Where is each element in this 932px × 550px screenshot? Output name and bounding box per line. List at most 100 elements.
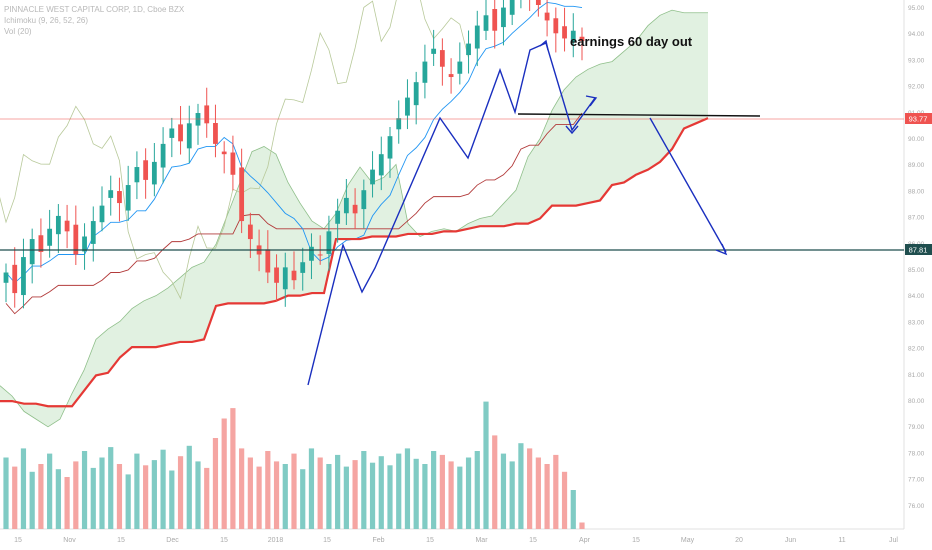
volume-bar	[544, 464, 550, 529]
zigzag-arrow-1[interactable]	[307, 42, 596, 386]
candle-body	[134, 167, 140, 183]
candle-body	[213, 123, 218, 144]
candle-body	[55, 215, 61, 235]
volume-bar	[12, 466, 18, 529]
earnings-annotation: earnings 60 day out	[570, 34, 693, 49]
price-tick-label: 87.00	[908, 215, 925, 222]
candle-body	[282, 267, 288, 290]
volume-bar	[553, 454, 559, 529]
volume-bar	[169, 470, 175, 529]
volume-bar	[108, 447, 114, 529]
candle-body	[343, 197, 349, 214]
time-tick-label: 20	[735, 537, 743, 544]
volume-bar	[335, 454, 341, 529]
candle-body	[47, 228, 53, 246]
candle-body	[125, 185, 131, 211]
price-tick-label: 83.00	[908, 319, 925, 326]
candle-body	[439, 50, 445, 67]
candle-body	[387, 136, 393, 159]
candle-body	[178, 124, 183, 142]
candle-body	[82, 236, 87, 252]
volume-bar	[73, 461, 79, 529]
legend-volume: Vol (20)	[4, 27, 32, 36]
legend-ichimoku: Ichimoku (9, 26, 52, 26)	[4, 16, 89, 25]
candle-body	[230, 152, 236, 175]
support-price-text: 87.81	[909, 246, 928, 255]
price-tick-label: 80.00	[908, 398, 925, 405]
price-tick-label: 92.00	[908, 84, 925, 91]
candle-body	[90, 221, 96, 244]
time-tick-label: 15	[632, 537, 640, 544]
volume-bar	[343, 466, 349, 529]
candle-body	[448, 74, 454, 78]
candle-body	[108, 190, 114, 198]
candle-body	[405, 97, 410, 116]
candle-body	[570, 30, 576, 43]
arrowhead-down[interactable]	[565, 125, 579, 135]
candle-body	[413, 82, 419, 106]
volume-bar	[273, 461, 280, 529]
candle-body	[579, 36, 585, 42]
arrowhead-right[interactable]	[585, 95, 598, 107]
price-tick-label: 85.00	[908, 267, 925, 274]
cloud-fill	[0, 10, 708, 427]
candle-body	[117, 191, 122, 204]
time-tick-label: Nov	[63, 537, 76, 544]
volume-bar	[579, 522, 585, 529]
price-tick-label: 90.00	[908, 136, 925, 143]
volume-bar	[212, 438, 219, 529]
volume-bar	[55, 469, 61, 529]
resistance-line[interactable]	[517, 113, 761, 117]
candle-body	[457, 61, 463, 74]
candle-body	[535, 0, 541, 5]
volume-bar	[404, 448, 411, 529]
time-tick-label: 15	[323, 537, 331, 544]
volume-bar	[204, 467, 210, 529]
volume-bar	[509, 461, 515, 529]
candle-body	[99, 205, 105, 223]
volume-bar	[47, 453, 53, 529]
candle-body	[335, 210, 341, 224]
candle-body	[562, 26, 567, 39]
volume-bar	[527, 448, 533, 529]
candle-body	[396, 118, 402, 130]
time-tick-label: Apr	[579, 537, 591, 544]
volume-bar	[465, 457, 472, 529]
price-tick-label: 88.00	[908, 188, 925, 195]
ichimoku-lines	[0, 0, 709, 428]
price-tick-label: 78.00	[908, 450, 925, 457]
volume-bar	[81, 451, 88, 529]
volume-bar	[186, 445, 192, 529]
price-tick-label: 95.00	[908, 5, 925, 12]
volume-bar	[300, 469, 306, 529]
projection-arrowhead[interactable]	[715, 243, 728, 256]
arrowhead-top[interactable]	[539, 39, 549, 51]
volume-bar	[500, 453, 507, 529]
chikou-span	[0, 0, 469, 300]
projection-arrow[interactable]	[649, 117, 727, 253]
volume-bar	[90, 467, 96, 529]
candle-body	[361, 190, 367, 210]
candle-body	[38, 235, 44, 252]
volume-bar	[29, 471, 35, 529]
senkou-span-b	[0, 117, 709, 408]
price-tick-label: 84.00	[908, 293, 925, 300]
candle-body	[221, 151, 227, 155]
candle-body	[300, 262, 306, 273]
volume-bar	[326, 464, 332, 529]
volume-bar	[483, 401, 489, 529]
candle-body	[352, 204, 358, 214]
candle-body	[509, 0, 515, 15]
candle-body	[492, 9, 498, 31]
volume-bar	[265, 451, 271, 529]
volume-bar	[134, 453, 140, 529]
volume-bar	[151, 460, 157, 529]
price-tick-label: 76.00	[908, 503, 925, 510]
candle-body	[265, 249, 271, 273]
analysis-drawings[interactable]	[307, 39, 761, 386]
candle-body	[186, 123, 192, 149]
time-tick-label: 15	[529, 537, 537, 544]
time-tick-label: 2018	[268, 537, 284, 544]
